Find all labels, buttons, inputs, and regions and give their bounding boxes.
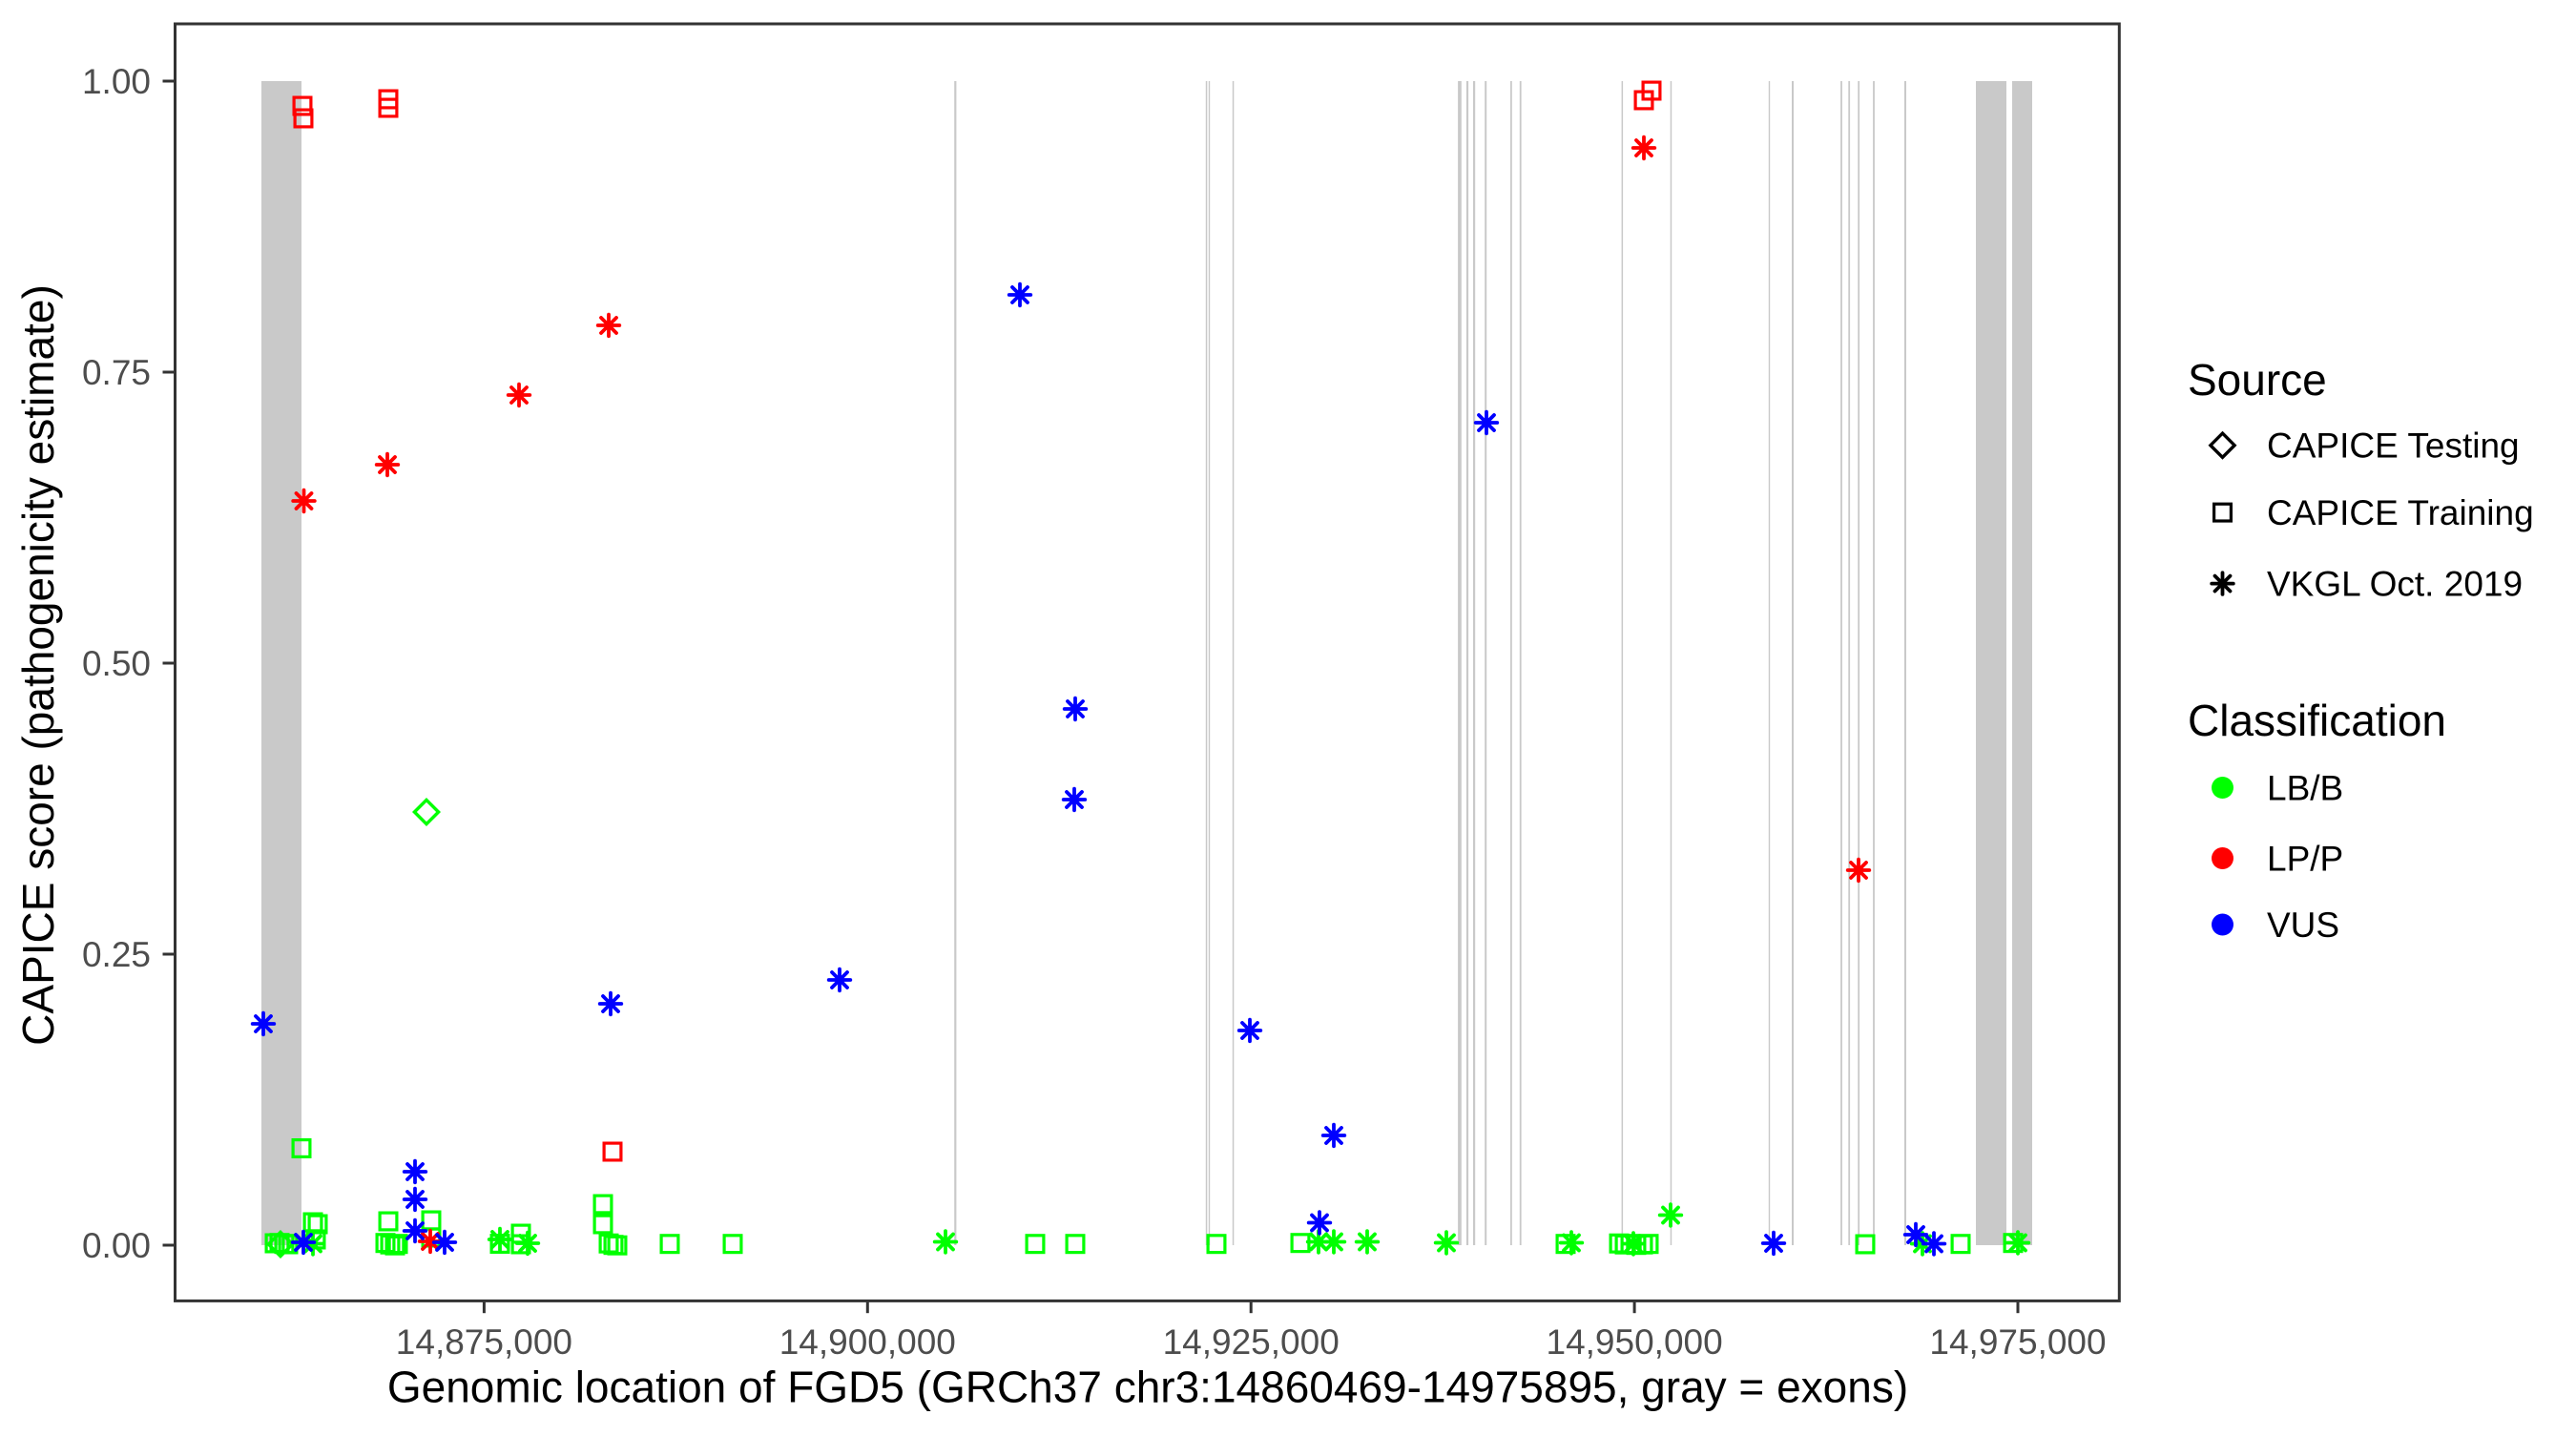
svg-text:CAPICE Testing: CAPICE Testing <box>2267 427 2520 466</box>
svg-text:14,900,000: 14,900,000 <box>779 1322 956 1362</box>
svg-text:14,875,000: 14,875,000 <box>396 1322 572 1362</box>
svg-text:CAPICE Training: CAPICE Training <box>2267 493 2534 532</box>
svg-text:0.25: 0.25 <box>82 935 151 974</box>
svg-text:0.75: 0.75 <box>82 353 151 392</box>
svg-text:LB/B: LB/B <box>2267 769 2343 808</box>
svg-text:VKGL Oct. 2019: VKGL Oct. 2019 <box>2267 565 2523 604</box>
svg-text:14,950,000: 14,950,000 <box>1547 1322 1723 1362</box>
svg-text:VUS: VUS <box>2267 905 2339 945</box>
svg-text:1.00: 1.00 <box>82 62 151 101</box>
svg-text:Classification: Classification <box>2188 696 2446 745</box>
svg-text:Genomic location of FGD5 (GRCh: Genomic location of FGD5 (GRCh37 chr3:14… <box>387 1363 1908 1412</box>
svg-text:0.50: 0.50 <box>82 644 151 683</box>
svg-text:14,975,000: 14,975,000 <box>1929 1322 2106 1362</box>
svg-text:14,925,000: 14,925,000 <box>1163 1322 1340 1362</box>
svg-text:0.00: 0.00 <box>82 1226 151 1265</box>
svg-text:CAPICE score (pathogenicity es: CAPICE score (pathogenicity estimate) <box>13 284 63 1046</box>
svg-text:Source: Source <box>2188 355 2327 405</box>
svg-text:LP/P: LP/P <box>2267 840 2343 879</box>
